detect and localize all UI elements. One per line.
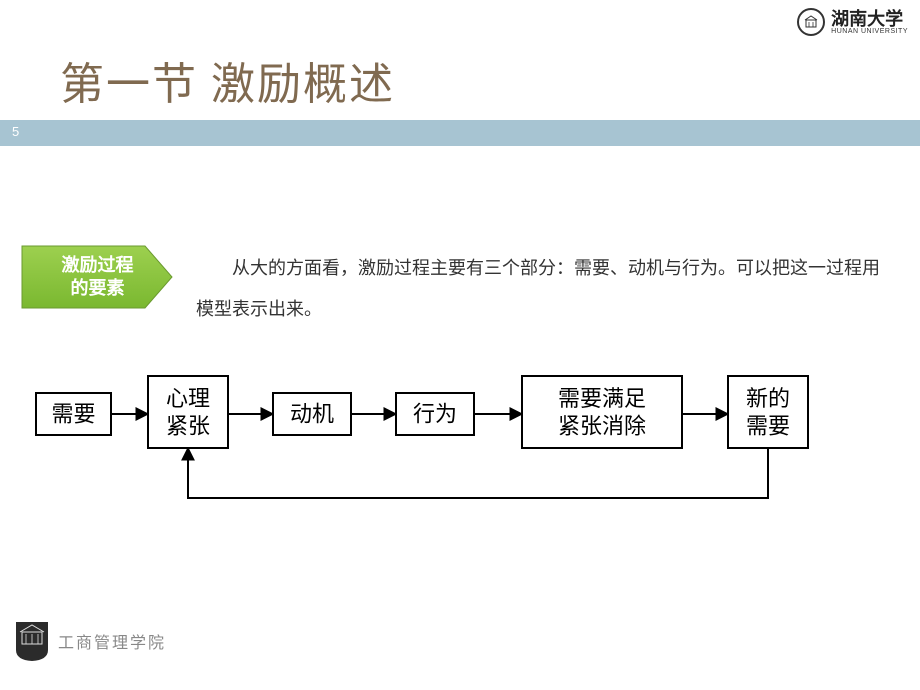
title-divider: 5: [0, 120, 920, 146]
svg-text:需要: 需要: [51, 402, 95, 427]
university-name-en: HUNAN UNIVERSITY: [831, 28, 908, 35]
svg-text:需要: 需要: [746, 413, 790, 438]
university-logo: 湖南大学 HUNAN UNIVERSITY: [797, 8, 908, 36]
slide-title-area: 第一节 激励概述: [60, 48, 395, 112]
motivation-flowchart: 需要心理紧张动机行为需要满足紧张消除新的需要: [28, 368, 898, 528]
university-name-cn: 湖南大学: [831, 10, 908, 28]
svg-text:新的: 新的: [746, 386, 790, 411]
svg-text:需要满足: 需要满足: [558, 386, 646, 411]
page-number: 5: [12, 124, 19, 139]
svg-text:动机: 动机: [290, 402, 334, 427]
footer-school-name: 工商管理学院: [58, 629, 166, 653]
callout-badge: 激励过程 的要素: [20, 244, 175, 310]
footer: 工商管理学院: [14, 620, 166, 662]
school-badge-icon: [14, 620, 50, 662]
university-seal-icon: [797, 8, 825, 36]
svg-text:紧张: 紧张: [166, 413, 210, 438]
svg-text:心理: 心理: [166, 386, 210, 411]
callout-text: 激励过程 的要素: [62, 254, 134, 301]
body-paragraph: 从大的方面看，激励过程主要有三个部分：需要、动机与行为。可以把这一过程用模型表示…: [196, 248, 896, 331]
slide-title: 第一节 激励概述: [60, 48, 395, 112]
svg-text:行为: 行为: [413, 402, 457, 427]
svg-text:紧张消除: 紧张消除: [558, 413, 646, 438]
